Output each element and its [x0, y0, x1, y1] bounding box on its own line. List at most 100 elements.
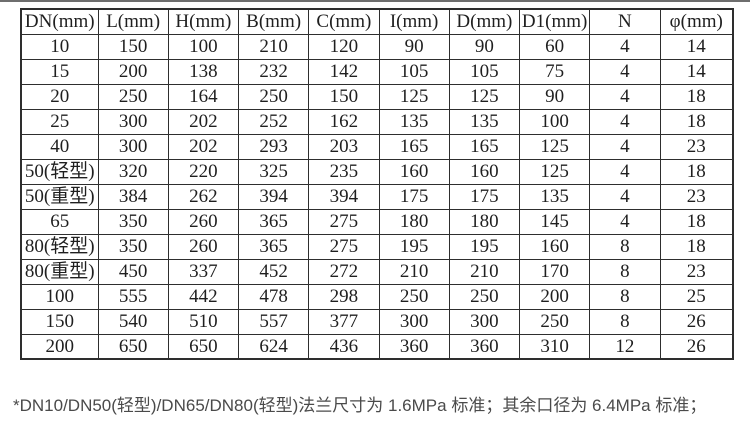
- column-header: D1(mm): [518, 8, 591, 35]
- table-cell: 90: [518, 83, 591, 110]
- table-cell: 142: [308, 58, 380, 85]
- table-cell: 160: [378, 158, 450, 185]
- table-cell: 220: [167, 158, 240, 185]
- table-cell: 250: [378, 283, 450, 310]
- table-cell: 105: [378, 58, 450, 85]
- table-row: 50(轻型) 320 220 325 235 160 160 125 4 18: [20, 158, 734, 185]
- table-cell: 360: [378, 333, 450, 360]
- table-cell: 452: [237, 258, 310, 285]
- column-header: C(mm): [308, 8, 380, 35]
- table-cell: 23: [659, 133, 734, 160]
- column-header: H(mm): [167, 8, 240, 35]
- table-cell: 200: [20, 333, 99, 360]
- table-row: 100 555 442 478 298 250 250 200 8 25: [20, 283, 734, 310]
- table-cell: 160: [518, 233, 591, 260]
- table-cell: 510: [167, 308, 240, 335]
- table-cell: 275: [308, 208, 380, 235]
- table-row: 80(轻型) 350 260 365 275 195 195 160 8 18: [20, 233, 734, 260]
- table-cell: 4: [589, 108, 661, 135]
- table-cell: 80(轻型): [20, 233, 99, 260]
- table-cell: 394: [237, 183, 310, 210]
- table-row: 50(重型) 384 262 394 394 175 175 135 4 23: [20, 183, 734, 210]
- table-cell: 360: [448, 333, 521, 360]
- table-cell: 100: [20, 283, 99, 310]
- table-cell: 275: [308, 233, 380, 260]
- table-cell: 175: [378, 183, 450, 210]
- table-cell: 4: [589, 58, 661, 85]
- table-cell: 293: [237, 133, 310, 160]
- table-cell: 65: [20, 208, 99, 235]
- table-cell: 80(重型): [20, 258, 99, 285]
- table-cell: 377: [308, 308, 380, 335]
- table-cell: 200: [97, 58, 169, 85]
- table-cell: 180: [378, 208, 450, 235]
- table-cell: 170: [518, 258, 591, 285]
- table-cell: 25: [20, 108, 99, 135]
- table-cell: 40: [20, 133, 99, 160]
- table-row: 15 200 138 232 142 105 105 75 4 14: [20, 58, 734, 85]
- table-cell: 320: [97, 158, 169, 185]
- table-cell: 4: [589, 133, 661, 160]
- table-cell: 203: [308, 133, 380, 160]
- table-cell: 135: [378, 108, 450, 135]
- table-cell: 23: [659, 183, 734, 210]
- table-cell: 250: [518, 308, 591, 335]
- table-cell: 120: [308, 33, 380, 60]
- table-cell: 175: [448, 183, 521, 210]
- table-cell: 90: [448, 33, 521, 60]
- table-cell: 365: [237, 233, 310, 260]
- table-cell: 14: [659, 58, 734, 85]
- table-cell: 300: [448, 308, 521, 335]
- table-cell: 60: [518, 33, 591, 60]
- table-cell: 105: [448, 58, 521, 85]
- table-cell: 557: [237, 308, 310, 335]
- table-row: 200 650 650 624 436 360 360 310 12 26: [20, 333, 734, 360]
- table-cell: 150: [97, 33, 169, 60]
- table-cell: 210: [237, 33, 310, 60]
- table-cell: 350: [97, 233, 169, 260]
- table-row: 40 300 202 293 203 165 165 125 4 23: [20, 133, 734, 160]
- table-cell: 165: [378, 133, 450, 160]
- table-cell: 160: [448, 158, 521, 185]
- table-cell: 125: [518, 158, 591, 185]
- table-cell: 18: [659, 233, 734, 260]
- table-cell: 650: [97, 333, 169, 360]
- table-cell: 4: [589, 208, 661, 235]
- table-cell: 650: [167, 333, 240, 360]
- table-cell: 162: [308, 108, 380, 135]
- column-header: φ(mm): [659, 8, 734, 35]
- table-cell: 100: [518, 108, 591, 135]
- table-cell: 325: [237, 158, 310, 185]
- table-header-row: DN(mm) L(mm) H(mm) B(mm) C(mm) I(mm) D(mm) D1(m…: [20, 8, 734, 35]
- table-cell: 250: [97, 83, 169, 110]
- column-header: L(mm): [97, 8, 169, 35]
- table-cell: 138: [167, 58, 240, 85]
- table-cell: 50(轻型): [20, 158, 99, 185]
- table-cell: 8: [589, 308, 661, 335]
- table-cell: 18: [659, 83, 734, 110]
- table-cell: 310: [518, 333, 591, 360]
- table-cell: 300: [97, 133, 169, 160]
- table-cell: 235: [308, 158, 380, 185]
- table-row: 150 540 510 557 377 300 300 250 8 26: [20, 308, 734, 335]
- table-body: 10 150 100 210 120 90 90 60 4 14 15 200 138 232 142 105…: [20, 33, 734, 360]
- table-cell: 450: [97, 258, 169, 285]
- table-cell: 4: [589, 83, 661, 110]
- table-cell: 262: [167, 183, 240, 210]
- table-cell: 540: [97, 308, 169, 335]
- table-cell: 125: [378, 83, 450, 110]
- table-cell: 298: [308, 283, 380, 310]
- table-cell: 4: [589, 183, 661, 210]
- table-cell: 210: [448, 258, 521, 285]
- table-row: 20 250 164 250 150 125 125 90 4 18: [20, 83, 734, 110]
- table-cell: 300: [378, 308, 450, 335]
- table-row: 10 150 100 210 120 90 90 60 4 14: [20, 33, 734, 60]
- table-cell: 8: [589, 283, 661, 310]
- table-cell: 150: [308, 83, 380, 110]
- table-cell: 260: [167, 233, 240, 260]
- table-cell: 200: [518, 283, 591, 310]
- footnote: *DN10/DN50(轻型)/DN65/DN80(轻型)法兰尺寸为 1.6MPa…: [13, 396, 707, 415]
- table-cell: 4: [589, 158, 661, 185]
- column-header: N: [589, 8, 661, 35]
- table-cell: 8: [589, 258, 661, 285]
